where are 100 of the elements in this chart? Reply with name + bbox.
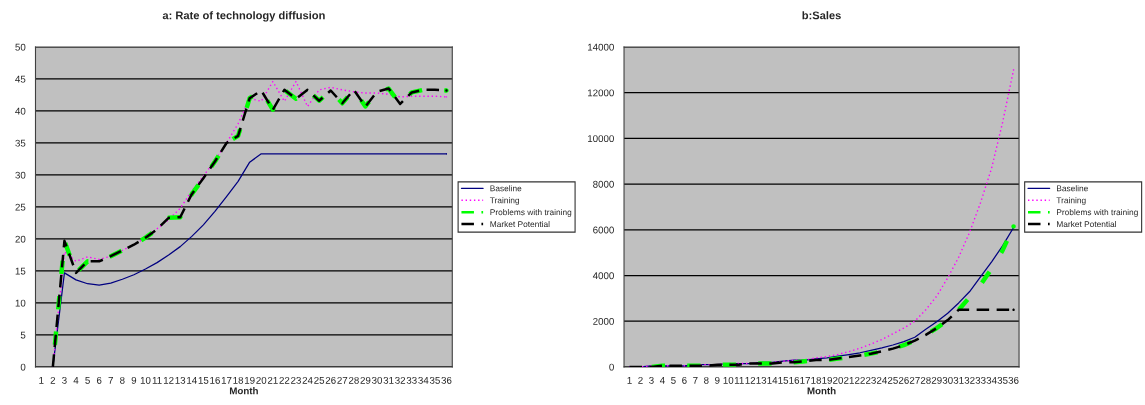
x-tick-label: 26 [325,376,336,384]
y-tick-label: 45 [15,75,26,83]
x-tick-label: 29 [931,376,942,384]
x-tick-label: 34 [418,376,429,384]
x-axis-title: Month [229,387,258,395]
y-tick-label: 2000 [593,317,614,325]
x-tick-label: 12 [163,376,174,384]
x-tick-label: 35 [997,376,1008,384]
x-tick-label: 13 [756,376,767,384]
x-tick-label: 27 [909,376,920,384]
legend-label: Problems with training [490,209,572,217]
x-axis-title: Month [807,387,836,395]
x-tick-label: 18 [811,376,822,384]
x-tick-label: 17 [800,377,810,384]
x-tick-label: 10 [723,376,734,384]
legend-label: Market Potential [490,220,550,228]
x-tick-label: 24 [876,376,888,384]
x-tick-label: 5 [85,377,90,384]
x-tick-label: 16 [789,376,800,384]
x-tick-label: 6 [96,376,102,384]
x-tick-label: 8 [704,376,709,384]
y-tick-label: 6000 [593,226,614,234]
y-tick-label: 15 [15,267,26,275]
legend-label: Baseline [1057,185,1088,192]
x-tick-label: 31 [383,376,394,384]
x-tick-label: 7 [108,377,113,384]
x-tick-label: 21 [267,376,278,384]
x-tick-label: 26 [898,376,909,384]
x-tick-label: 13 [175,376,186,384]
x-tick-label: 22 [855,376,865,384]
legend-label: Training [1056,197,1086,205]
y-tick-label: 0 [20,363,26,371]
x-tick-label: 23 [291,376,301,384]
chart-title: b:Sales [802,11,841,20]
x-tick-label: 1 [627,377,632,384]
y-tick-label: 14000 [588,43,614,51]
x-tick-label: 30 [371,376,383,384]
x-tick-label: 19 [822,376,832,384]
y-tick-label: 50 [15,43,26,51]
y-tick-label: 10 [15,299,26,307]
x-tick-label: 2 [638,376,643,384]
x-tick-label: 10 [140,376,151,384]
x-tick-label: 5 [671,377,676,384]
y-tick-label: 25 [15,203,26,211]
legend-label: Baseline [490,185,522,192]
y-tick-label: 0 [609,363,614,371]
x-tick-label: 25 [887,376,898,384]
x-tick-label: 28 [920,376,931,384]
x-tick-label: 36 [441,376,452,384]
x-tick-label: 20 [833,376,844,384]
x-tick-label: 33 [406,376,417,384]
chart-title: a: Rate of technology diffusion [162,11,325,22]
legend-label: Market Potential [1057,220,1116,228]
x-tick-label: 36 [1008,376,1019,384]
legend-label: Training [489,197,520,205]
x-tick-label: 18 [233,376,244,384]
x-tick-label: 11 [734,377,744,384]
y-tick-label: 10000 [588,135,614,143]
x-tick-label: 4 [73,377,79,384]
y-tick-label: 5 [20,331,26,339]
x-tick-label: 21 [844,376,854,384]
x-tick-label: 19 [245,376,255,384]
x-tick-label: 27 [337,376,348,384]
y-tick-label: 8000 [593,180,614,188]
x-tick-label: 28 [348,376,359,384]
x-tick-label: 15 [198,377,209,384]
x-tick-label: 23 [866,376,876,384]
x-tick-label: 14 [187,377,197,384]
x-tick-label: 24 [302,376,313,384]
x-tick-label: 33 [975,376,986,384]
x-tick-label: 22 [279,376,290,384]
x-tick-label: 32 [964,376,975,384]
x-tick-label: 7 [693,377,698,384]
y-tick-label: 30 [15,171,26,179]
x-tick-label: 1 [39,377,44,384]
x-tick-label: 15 [778,377,789,384]
y-tick-label: 12000 [588,89,614,97]
y-tick-label: 40 [15,107,26,115]
x-tick-label: 35 [429,376,440,384]
x-tick-label: 9 [131,376,137,384]
x-tick-label: 25 [314,376,325,384]
x-tick-label: 17 [221,377,232,384]
y-tick-label: 20 [15,235,26,243]
x-tick-label: 8 [120,376,125,384]
x-tick-label: 14 [767,377,778,384]
x-tick-label: 9 [715,376,720,384]
x-tick-label: 3 [62,376,67,384]
x-tick-label: 34 [986,376,997,384]
legend-label: Problems with training [1057,209,1138,217]
x-tick-label: 30 [942,376,953,384]
x-tick-label: 11 [152,377,162,384]
x-tick-label: 31 [953,376,964,384]
x-tick-label: 12 [745,376,756,384]
x-tick-label: 2 [50,376,56,384]
x-tick-label: 20 [256,376,267,384]
y-tick-label: 4000 [592,272,614,280]
x-tick-label: 29 [360,376,371,384]
x-tick-label: 32 [395,376,406,384]
x-tick-label: 4 [659,377,665,384]
x-tick-label: 6 [682,376,687,384]
